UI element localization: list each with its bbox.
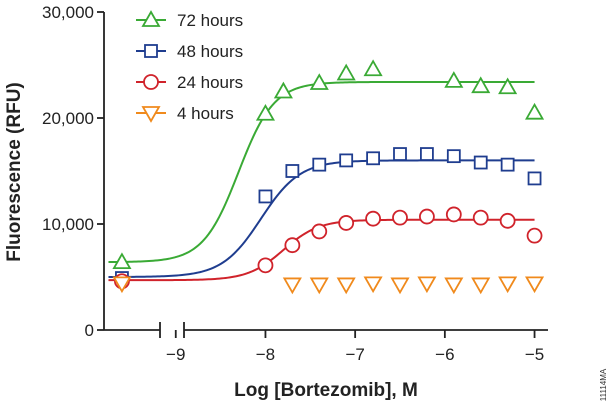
- data-point-4-hours: [309, 277, 329, 295]
- data-point-4-hours: [417, 276, 437, 294]
- legend-label: 48 hours: [177, 42, 243, 61]
- fit-curves: [108, 80, 535, 282]
- legend-label: 72 hours: [177, 11, 243, 30]
- data-point-48-hours: [285, 164, 300, 178]
- legend: 72 hours 48 hours 24 hours 4 hours: [136, 10, 243, 123]
- y-tick-label: 0: [85, 321, 94, 340]
- data-point-4-hours: [471, 277, 491, 295]
- data-point-72-hours: [444, 71, 464, 88]
- data-point-48-hours: [527, 171, 542, 186]
- legend-marker: [144, 44, 158, 58]
- data-point-72-hours: [112, 252, 132, 270]
- data-point-72-hours: [363, 59, 383, 77]
- data-point-48-hours: [312, 157, 327, 172]
- data-point-24-hours: [365, 210, 381, 227]
- axes: [103, 12, 548, 338]
- y-axis-title: Fluorescence (RFU): [4, 82, 25, 261]
- data-point-4-hours: [498, 276, 518, 294]
- data-point-48-hours: [420, 147, 434, 161]
- corner-code-label: 11114MA: [599, 368, 608, 401]
- x-tick-label: −8: [256, 345, 275, 364]
- y-tick-label: 30,000: [42, 3, 94, 22]
- x-tick-label: −7: [345, 345, 364, 364]
- legend-label: 4 hours: [177, 104, 234, 123]
- data-point-4-hours: [524, 276, 545, 294]
- x-tick-label: −9: [166, 345, 185, 364]
- data-point-4-hours: [390, 277, 410, 295]
- legend-label: 24 hours: [177, 73, 243, 92]
- y-ticks: 0 10,000 20,000 30,000: [42, 3, 104, 340]
- y-tick-label: 20,000: [42, 109, 94, 128]
- x-ticks: −9 −8 −7 −6 −5: [166, 330, 544, 364]
- data-point-24-hours: [392, 209, 408, 226]
- data-point-24-hours: [419, 208, 435, 225]
- data-point-48-hours: [500, 157, 515, 172]
- data-point-24-hours: [526, 227, 543, 244]
- data-point-48-hours: [393, 147, 407, 161]
- fit-curve-48-hours: [108, 159, 535, 278]
- x-tick-label: −5: [525, 345, 544, 364]
- y-tick-label: 10,000: [42, 215, 94, 234]
- data-point-72-hours: [273, 81, 293, 99]
- data-point-48-hours: [473, 155, 488, 170]
- data-point-72-hours: [255, 103, 276, 121]
- data-point-4-hours: [363, 276, 383, 294]
- data-point-72-hours: [498, 77, 518, 95]
- data-point-48-hours: [339, 153, 354, 168]
- data-point-72-hours: [309, 73, 329, 90]
- legend-marker: [141, 106, 161, 123]
- data-point-48-hours: [446, 149, 461, 164]
- data-point-24-hours: [338, 215, 355, 231]
- data-point-72-hours: [336, 63, 356, 81]
- data-points: [112, 59, 545, 295]
- data-point-48-hours: [258, 189, 273, 204]
- legend-marker: [141, 10, 161, 27]
- data-point-24-hours: [284, 237, 301, 254]
- data-point-4-hours: [282, 277, 302, 295]
- data-point-72-hours: [524, 102, 545, 120]
- data-point-4-hours: [112, 276, 132, 294]
- legend-marker: [143, 74, 159, 90]
- data-point-72-hours: [471, 76, 491, 94]
- x-tick-label: −6: [435, 345, 454, 364]
- data-point-24-hours: [499, 212, 516, 229]
- x-axis-title: Log [Bortezomib], M: [234, 380, 418, 401]
- data-point-24-hours: [445, 206, 462, 223]
- data-point-48-hours: [366, 151, 380, 166]
- data-point-4-hours: [444, 277, 464, 295]
- data-point-24-hours: [257, 257, 274, 274]
- data-point-4-hours: [336, 277, 356, 295]
- data-point-24-hours: [311, 223, 328, 240]
- data-point-24-hours: [472, 209, 489, 226]
